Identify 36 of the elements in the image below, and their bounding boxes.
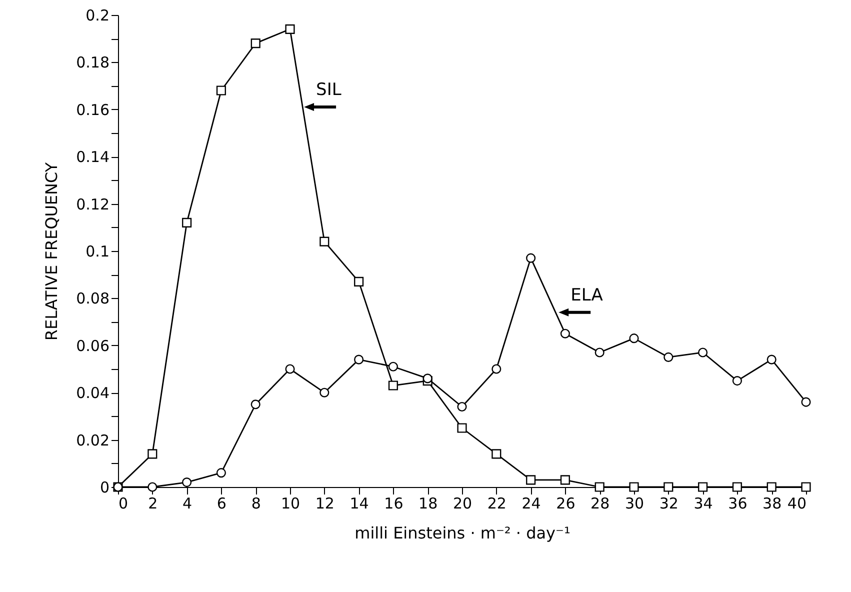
x-tick-label: 2 [148,494,158,512]
y-tick-label: 0.02 [76,431,110,450]
x-tick-label: 32 [659,494,678,512]
x-tick-label: 28 [590,494,610,512]
y-tick-label: 0.18 [76,54,110,72]
x-tick-label: 4 [182,494,192,512]
x-tick-label: 24 [522,494,541,512]
x-tick-label: 22 [487,494,506,512]
annotation: SIL [316,80,342,100]
x-tick-label: 14 [350,494,369,512]
y-tick-label: 0.16 [76,100,110,119]
x-tick-label: 10 [280,494,300,512]
x-tick-label: 36 [728,494,748,512]
x-axis-title: milli Einsteins · m⁻² · day⁻¹ [354,524,570,542]
x-tick-label: 20 [452,494,472,512]
y-tick-label: 0.1 [86,242,110,260]
x-tick-label: 30 [624,494,644,512]
y-tick-label: 0.14 [76,148,110,166]
x-tick-label: 6 [216,494,226,512]
x-tick-label: 8 [251,494,261,512]
y-tick-label: 0.12 [76,195,110,214]
y-axis-title: RELATIVE FREQUENCY [42,162,62,341]
x-tick-label: 26 [556,494,576,512]
x-tick-label: 38 [762,494,782,512]
y-tick-label: 0.08 [76,290,110,308]
x-tick-label: 12 [315,494,334,512]
x-tick-label: 18 [418,494,438,512]
y-tick-label: 0.06 [76,336,110,355]
x-tick-label: 34 [694,494,713,512]
x-tick-label: 0 [118,494,128,512]
x-tick-label: 40 [787,494,806,512]
annotation: ELA [570,285,604,306]
y-tick-label: 0.2 [86,6,110,24]
y-tick-label: 0 [100,478,110,496]
y-tick-label: 0.04 [76,384,110,402]
x-tick-label: 16 [384,494,404,512]
